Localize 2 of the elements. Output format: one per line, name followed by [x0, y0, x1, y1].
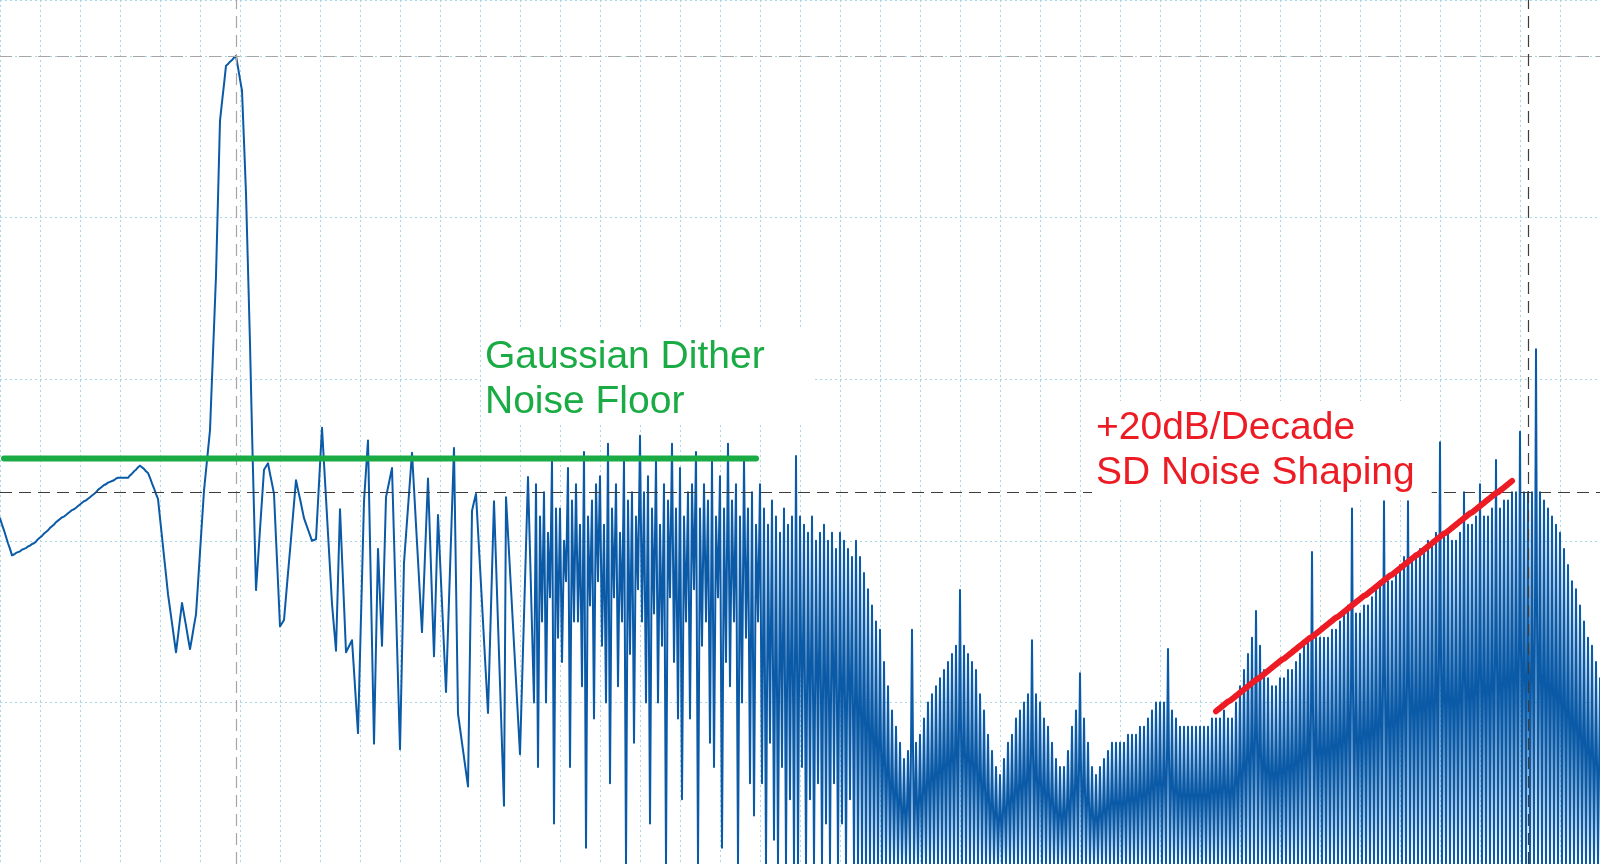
- series-label: +20dB/Decade SD Noise Shaping: [1096, 404, 1415, 492]
- series-label: Gaussian Dither Noise Floor: [485, 333, 765, 421]
